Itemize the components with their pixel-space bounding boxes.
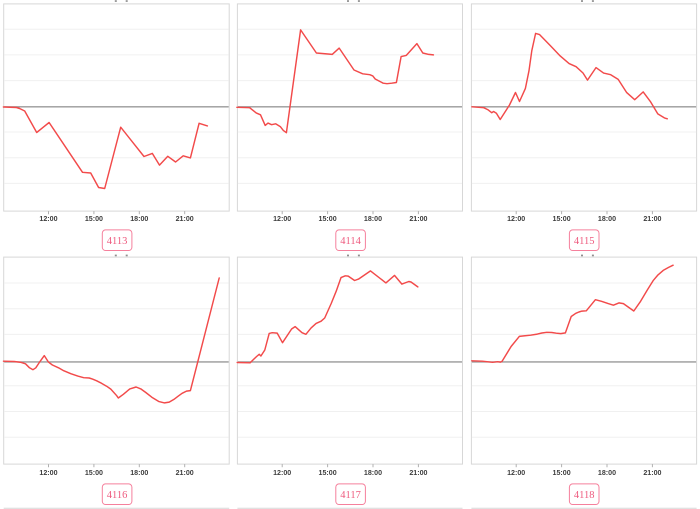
svg-text:18:00: 18:00	[364, 469, 382, 477]
svg-text:21:00: 21:00	[643, 469, 661, 477]
svg-text:21:00: 21:00	[643, 215, 661, 223]
svg-text:4117: 4117	[340, 490, 361, 501]
svg-text:15:00: 15:00	[319, 469, 337, 477]
svg-text:12:00: 12:00	[39, 215, 57, 223]
svg-text:15:00: 15:00	[85, 469, 103, 477]
svg-text:15:00: 15:00	[319, 215, 337, 223]
svg-text:15:00: 15:00	[553, 469, 571, 477]
svg-text:18:00: 18:00	[130, 215, 148, 223]
svg-text:4115: 4115	[574, 236, 595, 247]
svg-text:4114: 4114	[340, 236, 361, 247]
svg-text:12:00: 12:00	[507, 215, 525, 223]
svg-text:12:00: 12:00	[507, 469, 525, 477]
svg-text:18:00: 18:00	[130, 469, 148, 477]
svg-text:15:00: 15:00	[553, 215, 571, 223]
svg-text:21:00: 21:00	[409, 215, 427, 223]
svg-text:21:00: 21:00	[409, 469, 427, 477]
svg-text:4118: 4118	[574, 490, 595, 501]
svg-text:18:00: 18:00	[364, 215, 382, 223]
svg-text:12:00: 12:00	[39, 469, 57, 477]
svg-text:18:00: 18:00	[598, 215, 616, 223]
svg-text:12:00: 12:00	[273, 469, 291, 477]
svg-text:15:00: 15:00	[85, 215, 103, 223]
svg-text:21:00: 21:00	[176, 215, 194, 223]
svg-text:4116: 4116	[107, 490, 128, 501]
svg-text:21:00: 21:00	[176, 469, 194, 477]
svg-text:12:00: 12:00	[273, 215, 291, 223]
svg-text:4113: 4113	[107, 236, 128, 247]
svg-text:18:00: 18:00	[598, 469, 616, 477]
